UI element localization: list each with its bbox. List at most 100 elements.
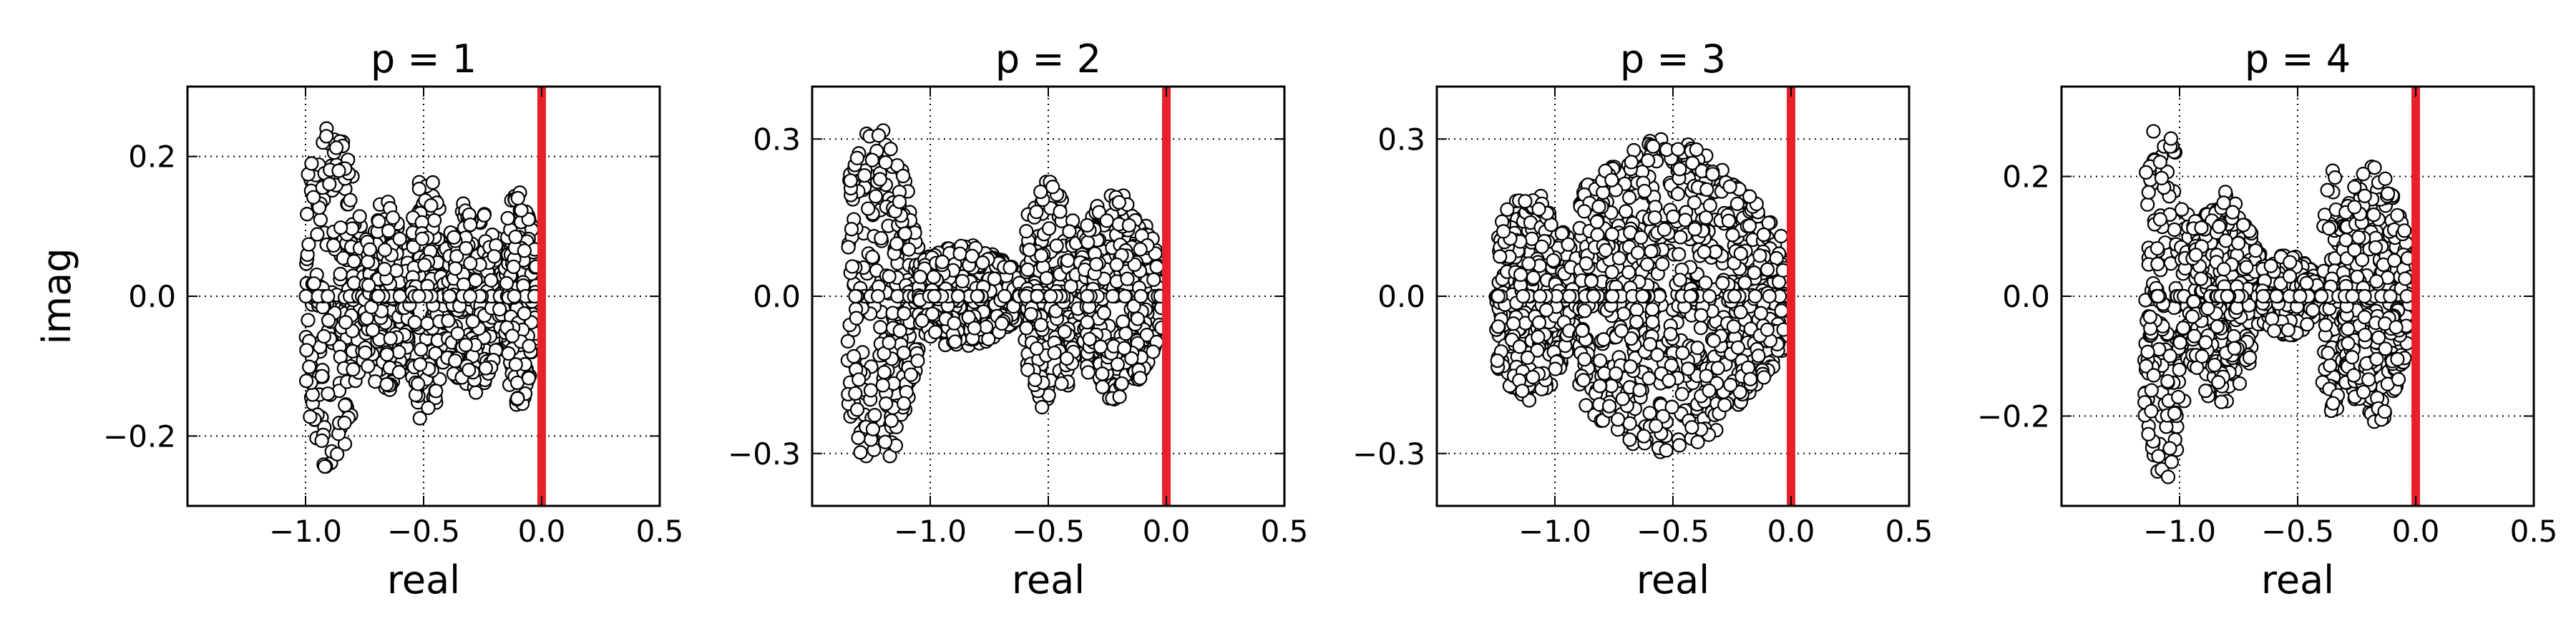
data-point — [2139, 165, 2154, 180]
data-point — [1773, 228, 1789, 244]
data-point — [302, 359, 317, 374]
data-point — [477, 208, 492, 223]
data-point — [1702, 197, 1717, 213]
data-point — [2162, 441, 2177, 456]
data-point — [1634, 230, 1649, 245]
data-point — [1659, 443, 1674, 458]
data-point — [508, 229, 523, 245]
data-point — [1717, 397, 1732, 413]
data-point — [875, 378, 890, 393]
data-point — [305, 387, 320, 402]
data-point — [994, 316, 1010, 331]
data-point — [2162, 348, 2177, 364]
data-point — [1649, 419, 1664, 434]
data-point — [506, 259, 521, 275]
data-point — [1531, 315, 1547, 330]
data-point — [1095, 366, 1110, 381]
data-point — [333, 266, 348, 282]
data-point — [2326, 396, 2341, 411]
data-point — [379, 347, 394, 362]
data-point — [2235, 218, 2251, 233]
data-point — [1622, 416, 1637, 431]
data-point — [2195, 348, 2210, 364]
data-point — [865, 421, 881, 436]
data-point — [2212, 219, 2227, 234]
data-point — [1033, 318, 1048, 333]
data-point — [852, 372, 867, 387]
data-point — [1687, 195, 1702, 210]
data-point — [2357, 328, 2373, 343]
x-tick-label: −1.0 — [894, 514, 967, 549]
data-point — [299, 343, 314, 358]
y-tick-label: 0.0 — [128, 279, 176, 314]
data-point — [2218, 233, 2233, 248]
x-tick-label: 0.0 — [2392, 514, 2440, 549]
data-point — [874, 230, 889, 246]
data-point — [879, 396, 894, 411]
data-point — [896, 345, 912, 361]
data-point — [2176, 321, 2191, 336]
data-point — [468, 385, 484, 400]
data-point — [2344, 350, 2360, 365]
data-point — [2163, 131, 2179, 146]
data-point — [1650, 347, 1665, 363]
data-point — [853, 445, 868, 460]
data-point — [1023, 306, 1038, 322]
data-point — [1124, 351, 1139, 366]
x-tick-label: 0.5 — [1261, 514, 1309, 549]
data-point — [981, 331, 996, 346]
data-point — [2139, 358, 2154, 374]
data-point — [1526, 270, 1541, 286]
data-point — [421, 400, 436, 416]
data-point — [1116, 314, 1131, 329]
data-point — [1730, 340, 1745, 355]
data-point — [871, 128, 887, 143]
data-point — [301, 313, 316, 328]
data-point — [1496, 224, 1511, 239]
data-point — [947, 334, 962, 349]
imaginary-axis-marker — [1787, 87, 1795, 506]
data-point — [1548, 361, 1563, 376]
data-point — [1753, 306, 1769, 321]
data-point — [426, 213, 442, 228]
data-point — [1512, 339, 1527, 354]
data-point — [2391, 371, 2406, 387]
data-point — [424, 198, 439, 213]
data-point — [1690, 434, 1705, 449]
data-point — [487, 249, 502, 264]
data-point — [903, 367, 919, 382]
data-point — [1043, 288, 1058, 304]
data-point — [1082, 331, 1097, 347]
data-point — [517, 243, 532, 258]
data-point — [967, 321, 982, 336]
data-point — [337, 415, 352, 431]
data-point — [1579, 256, 1594, 271]
data-point — [417, 258, 432, 273]
data-point — [1641, 153, 1656, 168]
data-point — [1626, 142, 1641, 158]
data-point — [425, 175, 440, 190]
data-point — [1774, 303, 1789, 318]
data-point — [1516, 288, 1531, 304]
imaginary-axis-marker — [1162, 87, 1171, 506]
data-point — [1584, 273, 1599, 289]
data-point — [2160, 469, 2176, 484]
y-tick-label: −0.2 — [103, 419, 176, 454]
data-point — [1639, 257, 1655, 272]
data-point — [2198, 384, 2213, 399]
data-point — [2141, 426, 2156, 441]
data-point — [2140, 197, 2155, 212]
data-point — [391, 344, 406, 360]
data-point — [429, 384, 444, 399]
data-point — [1702, 288, 1717, 304]
data-point — [2230, 235, 2246, 251]
data-point — [1678, 213, 1693, 228]
data-point — [843, 173, 858, 188]
data-point — [465, 314, 480, 329]
data-point — [298, 374, 314, 389]
data-point — [333, 220, 348, 235]
data-point — [1047, 346, 1062, 361]
data-point — [462, 362, 477, 378]
data-point — [508, 357, 523, 372]
data-point — [872, 172, 887, 187]
